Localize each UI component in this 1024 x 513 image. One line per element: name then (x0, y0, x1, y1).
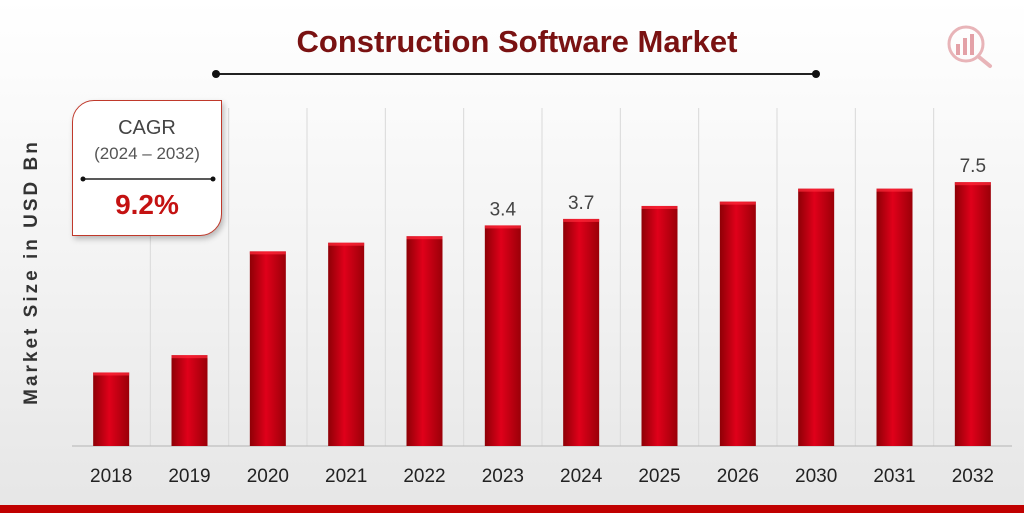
bar-highlight-2032 (954, 182, 991, 186)
bar-highlight-2019 (171, 355, 208, 359)
bar-highlight-2018 (93, 372, 130, 376)
cagr-label: CAGR (118, 117, 176, 139)
market-research-logo-icon (947, 25, 992, 68)
bar-highlight-2025 (641, 205, 678, 209)
bar-2020 (249, 251, 286, 446)
bar-highlight-2021 (328, 242, 365, 246)
bar-2024 (563, 218, 600, 446)
bar-2030 (798, 188, 835, 446)
bar-2019 (171, 355, 208, 446)
y-axis-label: Market Size in USD Bn (21, 139, 42, 405)
bar-2032 (954, 182, 991, 447)
data-labels: 3.4 3.7 7.5 (490, 156, 986, 220)
x-tick-label: 2022 (403, 466, 445, 487)
data-label-2032: 7.5 (960, 156, 986, 177)
x-tick-label: 2030 (795, 466, 837, 487)
x-tick-label: 2031 (873, 466, 915, 487)
data-label-2024: 3.7 (568, 193, 594, 214)
title-underline (212, 70, 820, 78)
bar-highlight-2031 (876, 188, 913, 192)
bar-highlight-2026 (719, 201, 756, 205)
bar-highlight-2022 (406, 236, 443, 240)
x-tick-label: 2018 (90, 466, 132, 487)
chart-title: Construction Software Market (296, 24, 738, 59)
bar-highlight-2023 (484, 225, 521, 229)
bottom-accent-bar (0, 505, 1024, 513)
x-tick-label: 2019 (168, 466, 210, 487)
data-label-2023: 3.4 (490, 199, 517, 220)
bar-2021 (328, 242, 365, 446)
x-tick-label: 2025 (638, 466, 680, 487)
x-tick-label: 2020 (247, 466, 289, 487)
x-tick-label: 2026 (717, 466, 759, 487)
bar-highlight-2020 (249, 251, 286, 255)
bar-2031 (876, 188, 913, 446)
bar-2023 (484, 225, 521, 446)
x-tick-label: 2021 (325, 466, 367, 487)
cagr-divider (80, 176, 216, 182)
cagr-value: 9.2% (115, 189, 179, 220)
bar-2026 (719, 201, 756, 446)
bar-2022 (406, 236, 443, 446)
bar-2025 (641, 205, 678, 446)
x-tick-label: 2032 (952, 466, 994, 487)
x-tick-label: 2023 (482, 466, 524, 487)
bar-2018 (93, 372, 130, 446)
cagr-period: (2024 – 2032) (94, 144, 200, 163)
bar-highlight-2030 (798, 188, 835, 192)
x-tick-labels: 2018 2019 2020 2021 2022 2023 2024 2025 2026 2030… (90, 466, 994, 487)
bars (93, 182, 991, 447)
grid-lines (149, 108, 935, 446)
cagr-callout: CAGR (2024 – 2032) 9.2% (72, 100, 222, 236)
bar-highlight-2024 (563, 218, 600, 222)
x-tick-label: 2024 (560, 466, 603, 487)
